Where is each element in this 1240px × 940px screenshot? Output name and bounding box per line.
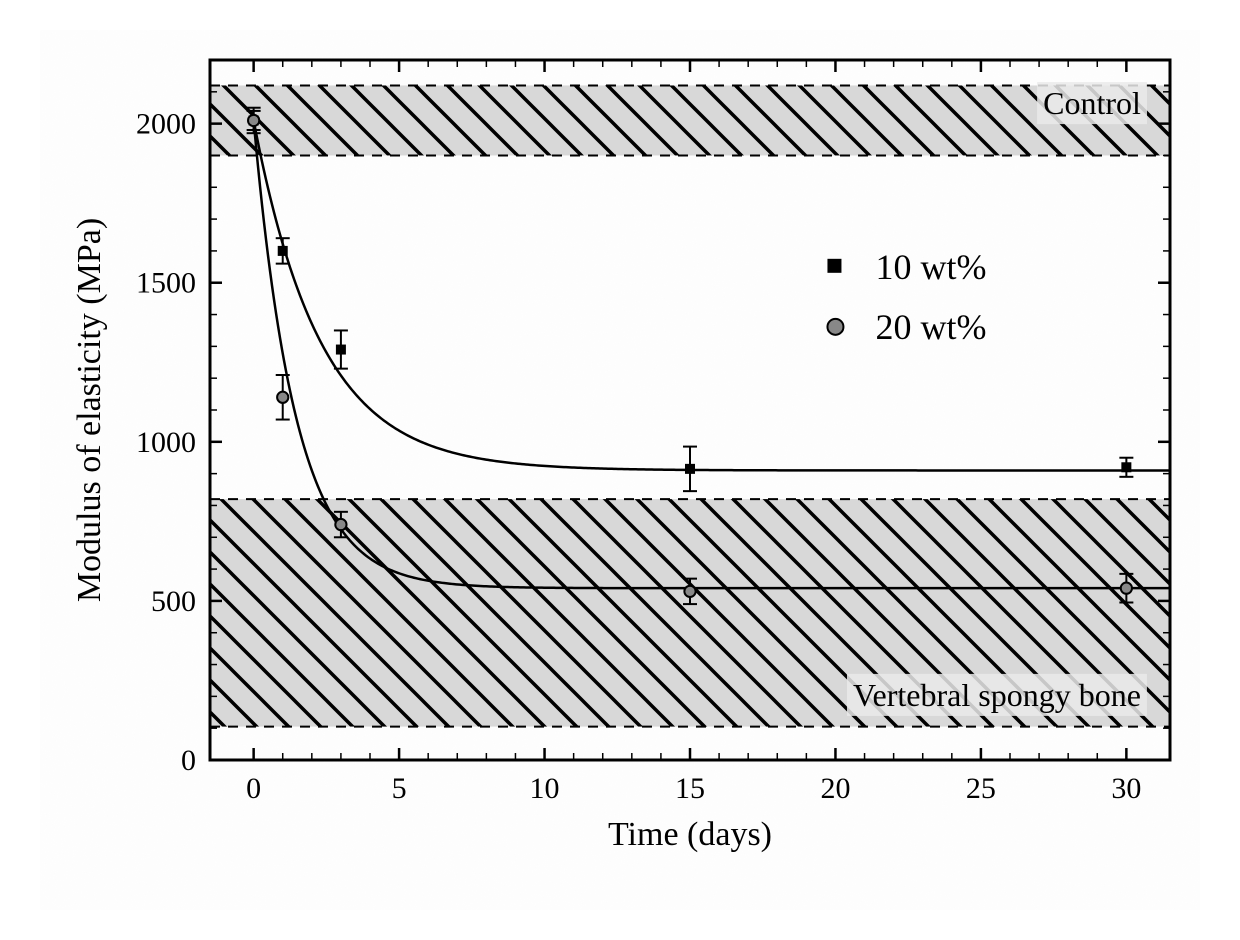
point-1-1 bbox=[277, 392, 288, 403]
band-label-1: Vertebral spongy bone bbox=[853, 677, 1141, 713]
ytick-2000: 2000 bbox=[136, 108, 196, 141]
ytick-0: 0 bbox=[181, 744, 196, 777]
legend-marker-1 bbox=[827, 319, 843, 335]
xtick-15: 15 bbox=[675, 772, 705, 805]
band-label-0: Control bbox=[1043, 85, 1141, 121]
ytick-500: 500 bbox=[151, 585, 196, 618]
point-1-2 bbox=[335, 519, 346, 530]
point-0-1 bbox=[278, 246, 287, 255]
point-1-0 bbox=[248, 115, 259, 126]
ytick-1500: 1500 bbox=[136, 267, 196, 300]
point-1-3 bbox=[684, 586, 695, 597]
xlabel: Time (days) bbox=[608, 816, 772, 853]
xtick-5: 5 bbox=[392, 772, 407, 805]
chart-container: Control Vertebral spongy bone 0 5 10 15 20 25 30… bbox=[40, 30, 1200, 910]
legend-marker-0 bbox=[827, 259, 841, 273]
point-0-2 bbox=[336, 345, 345, 354]
ytick-1000: 1000 bbox=[136, 426, 196, 459]
point-0-4 bbox=[1122, 463, 1131, 472]
legend-label-1: 20 wt% bbox=[875, 307, 986, 347]
ylabel: Modulus of elasticity (MPa) bbox=[71, 218, 108, 602]
chart-svg: Control Vertebral spongy bone 0 5 10 15 20 25 30… bbox=[40, 30, 1200, 910]
xtick-10: 10 bbox=[530, 772, 560, 805]
point-0-3 bbox=[686, 464, 695, 473]
legend-label-0: 10 wt% bbox=[875, 247, 986, 287]
xtick-25: 25 bbox=[966, 772, 996, 805]
band-0 bbox=[210, 85, 1170, 155]
xtick-0: 0 bbox=[246, 772, 261, 805]
xtick-30: 30 bbox=[1111, 772, 1141, 805]
point-1-4 bbox=[1121, 583, 1132, 594]
xtick-20: 20 bbox=[820, 772, 850, 805]
